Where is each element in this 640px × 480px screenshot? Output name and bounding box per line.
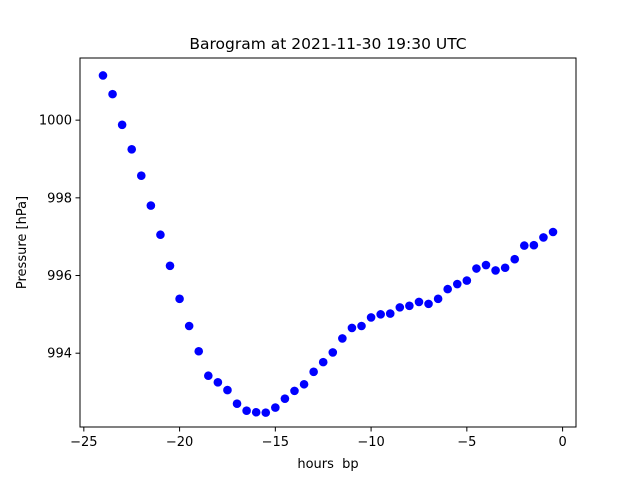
- x-tick-label: 0: [558, 435, 566, 450]
- data-point: [500, 263, 510, 273]
- x-tick-label: −5: [457, 435, 476, 450]
- y-axis-label: Pressure [hPa]: [15, 196, 30, 289]
- data-point: [405, 301, 414, 311]
- x-axis-ticks: −25 −20 −15 −10 −5 0: [70, 427, 567, 450]
- data-point: [433, 294, 443, 304]
- data-point: [395, 303, 405, 312]
- data-point: [108, 89, 117, 99]
- data-point: [481, 260, 491, 270]
- data-point: [127, 144, 137, 154]
- data-point: [385, 309, 395, 318]
- data-point: [280, 394, 290, 403]
- data-point: [251, 407, 261, 417]
- data-point: [376, 310, 385, 319]
- data-point: [204, 371, 213, 381]
- data-points: [98, 71, 558, 417]
- data-point: [136, 171, 146, 180]
- x-tick-label: −25: [70, 435, 97, 450]
- data-point: [156, 230, 165, 240]
- x-axis-label: hours bp: [297, 457, 358, 472]
- data-point: [242, 406, 251, 415]
- data-point: [357, 321, 366, 331]
- y-axis-ticks: 994 996 998 1000: [39, 114, 80, 362]
- data-point: [232, 399, 242, 408]
- data-point: [309, 367, 318, 377]
- data-point: [271, 403, 280, 412]
- data-point: [338, 334, 347, 343]
- data-point: [539, 233, 548, 242]
- data-point: [414, 297, 424, 307]
- data-point: [328, 348, 338, 357]
- data-point: [184, 321, 194, 331]
- data-point: [366, 313, 376, 322]
- data-point: [472, 264, 481, 273]
- data-point: [443, 284, 452, 294]
- data-point: [98, 71, 108, 80]
- chart-title: Barogram at 2021-11-30 19:30 UTC: [189, 35, 466, 53]
- data-point: [290, 386, 299, 396]
- y-tick-label: 998: [47, 191, 72, 206]
- data-point: [548, 227, 558, 237]
- data-point: [491, 266, 500, 275]
- data-point: [261, 408, 271, 417]
- data-point: [117, 120, 127, 130]
- data-point: [165, 261, 175, 271]
- plot-frame: [79, 57, 577, 428]
- data-point: [223, 385, 232, 395]
- data-point: [519, 241, 529, 250]
- data-point: [462, 276, 472, 285]
- y-tick-label: 996: [47, 269, 72, 284]
- data-point: [452, 279, 462, 289]
- y-tick-label: 1000: [39, 114, 72, 129]
- x-tick-label: −15: [262, 435, 289, 450]
- data-point: [318, 357, 328, 367]
- x-tick-label: −20: [166, 435, 193, 450]
- data-point: [347, 323, 357, 333]
- data-point: [194, 346, 204, 356]
- data-point: [175, 294, 184, 304]
- data-point: [510, 254, 520, 264]
- data-point: [213, 378, 223, 387]
- y-tick-label: 994: [47, 347, 72, 362]
- x-tick-label: −10: [357, 435, 384, 450]
- data-point: [146, 201, 156, 210]
- data-point: [529, 240, 539, 250]
- data-point: [424, 299, 433, 309]
- data-point: [299, 379, 309, 389]
